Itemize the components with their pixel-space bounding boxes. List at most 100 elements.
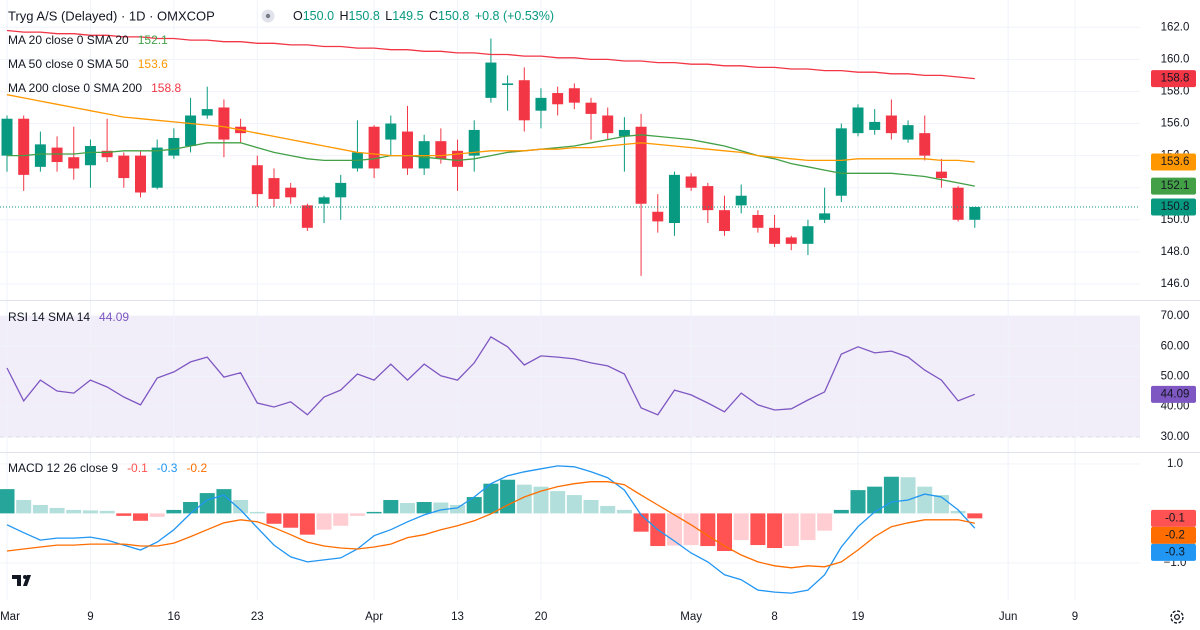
x-tick-label: Apr — [365, 611, 383, 623]
y-tick-label: 148.0 — [1161, 246, 1190, 258]
histogram-bar — [183, 501, 199, 514]
candle-body — [585, 102, 597, 114]
y-tick-label: 160.0 — [1161, 53, 1190, 65]
x-tick-label: Jun — [999, 611, 1018, 623]
histogram-bar — [116, 513, 132, 516]
histogram-bar — [700, 513, 716, 547]
tradingview-logo — [12, 575, 31, 586]
moving-average-line — [6, 29, 975, 80]
histogram-bar — [316, 513, 332, 530]
histogram-bar — [99, 510, 115, 514]
settings-icon[interactable] — [1170, 610, 1184, 624]
price-badge: 158.8 — [1161, 73, 1190, 85]
candle-body — [118, 155, 130, 179]
candle-body — [852, 107, 864, 134]
legend-entry: MACD 12 26 close 9 -0.1 -0.3 -0.2 — [8, 461, 207, 475]
histogram-bar — [416, 501, 432, 514]
histogram-bar — [333, 513, 349, 526]
candle-body — [952, 187, 964, 220]
price-badge-bg — [1151, 153, 1196, 171]
legend-entry: MA 20 close 0 SMA 20 152.1 — [8, 33, 168, 47]
histogram-bar — [450, 504, 466, 514]
histogram-bar — [283, 513, 299, 528]
y-tick-label: 150.0 — [1161, 214, 1190, 226]
macd-badge: -0.1 — [1165, 512, 1185, 524]
gear-inner — [1173, 613, 1180, 620]
candle-body — [134, 155, 146, 193]
histogram-bar — [583, 500, 599, 514]
macd-badge-bg — [1151, 509, 1196, 527]
price-badge-bg — [1151, 177, 1196, 195]
histogram-bar — [16, 500, 32, 514]
candle-body — [151, 147, 163, 188]
histogram-bar — [533, 486, 549, 514]
data-layer — [0, 29, 1140, 594]
histogram-bar — [249, 511, 265, 514]
candle-body — [185, 115, 197, 146]
candle-body — [318, 197, 330, 204]
candle-body — [468, 129, 480, 156]
ohlc-key: H — [340, 9, 349, 23]
legend-entry: RSI 14 SMA 14 44.09 — [8, 310, 129, 324]
candle-body — [418, 141, 430, 169]
candle-body — [301, 205, 313, 228]
y-tick-label: 1.0 — [1167, 458, 1183, 470]
x-tick-label: May — [680, 611, 702, 623]
histogram-bar — [0, 489, 15, 514]
candle-body — [819, 213, 831, 220]
candle-body — [802, 226, 814, 244]
legend-value: -0.1 — [127, 461, 148, 475]
histogram-bar — [800, 513, 816, 541]
candle-body — [1, 118, 13, 156]
ohlc-key: L — [385, 9, 392, 23]
histogram-bar — [817, 513, 833, 531]
y-tick-label: 146.0 — [1161, 278, 1190, 290]
rsi-badge-bg — [1151, 385, 1196, 403]
last-price-badge: 150.8 — [1161, 201, 1190, 213]
y-tick-label: 50.00 — [1161, 370, 1190, 382]
candle-body — [518, 80, 530, 121]
ohlc-key: O — [293, 9, 303, 23]
legend-name: MA 20 close 0 SMA 20 — [8, 33, 129, 47]
candle-body — [919, 133, 931, 156]
ohlc: O150.0 H150.8 L149.5 C150.8 +0.8 (+0.53%… — [293, 9, 554, 23]
histogram-bar — [767, 513, 783, 549]
histogram-bar — [500, 479, 516, 514]
x-tick-label: 23 — [251, 611, 264, 623]
candle-body — [719, 210, 731, 232]
ohlc-value: 149.5 — [392, 9, 423, 23]
visibility-icon-dot — [265, 13, 271, 19]
histogram-bar — [483, 483, 499, 514]
histogram-bar — [32, 504, 48, 514]
change: +0.8 (+0.53%) — [475, 9, 554, 23]
histogram-bar — [883, 476, 899, 514]
macd-badge-bg — [1151, 526, 1196, 544]
candle-body — [268, 178, 280, 199]
histogram-bar — [299, 513, 315, 535]
candle-body — [401, 131, 413, 169]
histogram-bar — [82, 510, 98, 514]
histogram-bar — [633, 513, 649, 532]
x-tick-label: 9 — [87, 611, 93, 623]
legend-name: RSI 14 SMA 14 — [8, 310, 90, 324]
candle-body — [835, 128, 847, 196]
legend-value: 152.1 — [138, 33, 168, 47]
candle-body — [251, 165, 263, 195]
moving-average-line — [7, 134, 975, 187]
candle-body — [218, 107, 230, 140]
text-layer: Tryg A/S (Delayed) · 1D · OMXCOP O150.0 … — [0, 8, 1196, 623]
candle-body — [502, 83, 514, 86]
candle-body — [685, 176, 697, 188]
candle-body — [485, 62, 497, 98]
histogram-bar — [66, 509, 82, 514]
histogram-bar — [900, 477, 916, 514]
candle-body — [368, 126, 380, 169]
histogram-bar — [850, 490, 866, 514]
y-tick-label: 162.0 — [1161, 21, 1190, 33]
histogram-bar — [149, 513, 165, 517]
legend-name: MA 200 close 0 SMA 200 — [8, 81, 142, 95]
y-tick-label: 40.00 — [1161, 401, 1190, 413]
legend-entry: MA 200 close 0 SMA 200 158.8 — [8, 81, 181, 95]
